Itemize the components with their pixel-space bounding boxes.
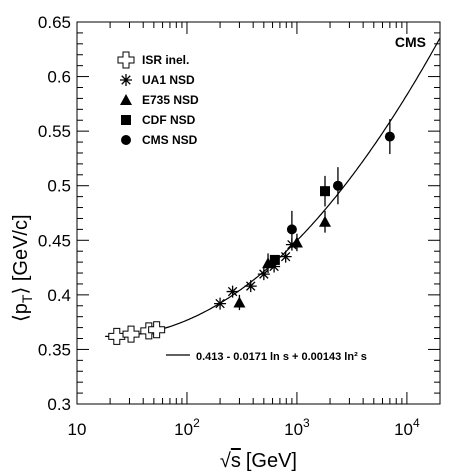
legend-marker-filled-square bbox=[121, 115, 131, 125]
x-tick-label: 102 bbox=[174, 416, 200, 439]
data-point-asterisk bbox=[214, 297, 227, 310]
x-axis-title-sqrt: √ bbox=[220, 450, 231, 472]
data-point-open-cross bbox=[148, 321, 166, 339]
legend-label: UA1 NSD bbox=[142, 73, 195, 87]
x-tick-label-base: 10 bbox=[394, 420, 413, 439]
y-axis-title-main: ⟨p bbox=[10, 303, 32, 322]
y-tick-label: 0.6 bbox=[47, 68, 71, 87]
y-tick-label: 0.3 bbox=[47, 395, 71, 414]
data-point-asterisk bbox=[257, 268, 270, 281]
legend: ISR inel. UA1 NSD E735 NSD CDF NSD CMS NSD bbox=[117, 51, 199, 147]
x-axis-title: √s [GeV] bbox=[220, 450, 297, 472]
x-tick-label: 103 bbox=[284, 416, 310, 439]
y-axis-title: ⟨pT⟩ [GeV/c] bbox=[10, 214, 35, 322]
x-tick-label-base: 10 bbox=[174, 420, 193, 439]
data-point-asterisk bbox=[268, 260, 281, 273]
x-tick-label-exponent: 4 bbox=[413, 416, 420, 430]
legend-label: E735 NSD bbox=[142, 93, 199, 107]
data-point-open-cross bbox=[108, 327, 126, 345]
experiment-label: CMS bbox=[395, 34, 426, 50]
data-point-filled-triangle bbox=[290, 236, 303, 248]
data-point-filled-square bbox=[269, 254, 280, 265]
legend-marker-asterisk bbox=[120, 74, 132, 86]
y-axis-title-unit: ⟩ [GeV/c] bbox=[10, 214, 32, 294]
legend-label: CMS NSD bbox=[142, 133, 198, 147]
data-point-asterisk bbox=[279, 250, 292, 263]
legend-marker-open-cross bbox=[117, 51, 135, 69]
y-tick-label: 0.45 bbox=[38, 231, 71, 250]
data-point-filled-circle bbox=[332, 180, 343, 191]
data-point-filled-triangle bbox=[262, 257, 275, 269]
x-tick-label: 104 bbox=[394, 416, 420, 439]
y-tick-label: 0.5 bbox=[47, 177, 71, 196]
fit-legend: 0.413 - 0.0171 ln s + 0.00143 ln² s bbox=[166, 351, 367, 363]
y-axis: 0.3 0.35 0.4 0.45 0.5 0.55 0.6 0.65 bbox=[38, 13, 440, 414]
y-tick-label: 0.4 bbox=[47, 286, 71, 305]
data-point-asterisk bbox=[226, 285, 239, 298]
x-axis-title-unit: [GeV] bbox=[246, 450, 297, 472]
x-tick-label-base: 10 bbox=[68, 420, 87, 439]
data-point-open-cross bbox=[122, 325, 140, 343]
y-tick-label: 0.65 bbox=[38, 13, 71, 32]
y-tick-label: 0.55 bbox=[38, 122, 71, 141]
y-axis-title-sub: T bbox=[19, 294, 35, 303]
data-point-asterisk bbox=[244, 280, 257, 293]
x-tick-label-base: 10 bbox=[284, 420, 303, 439]
legend-marker-filled-triangle bbox=[120, 94, 132, 105]
data-point-filled-circle bbox=[286, 224, 297, 235]
x-tick-label-exponent: 2 bbox=[193, 416, 200, 430]
data-point-filled-triangle bbox=[233, 296, 246, 308]
legend-marker-filled-circle bbox=[121, 135, 131, 145]
x-axis: 10 102 103 104 bbox=[68, 22, 441, 439]
data-point-filled-circle bbox=[384, 131, 395, 142]
legend-label: ISR inel. bbox=[142, 53, 189, 67]
x-axis-title-var: s bbox=[231, 450, 241, 472]
fit-legend-label: 0.413 - 0.0171 ln s + 0.00143 ln² s bbox=[196, 351, 367, 363]
x-tick-label: 10 bbox=[68, 420, 87, 439]
data-points bbox=[108, 119, 395, 345]
data-point-filled-square bbox=[320, 186, 331, 197]
data-point-filled-triangle bbox=[319, 215, 332, 227]
y-tick-label: 0.35 bbox=[38, 340, 71, 359]
plot-frame bbox=[76, 21, 441, 405]
x-tick-label-exponent: 3 bbox=[303, 416, 310, 430]
legend-label: CDF NSD bbox=[142, 113, 196, 127]
